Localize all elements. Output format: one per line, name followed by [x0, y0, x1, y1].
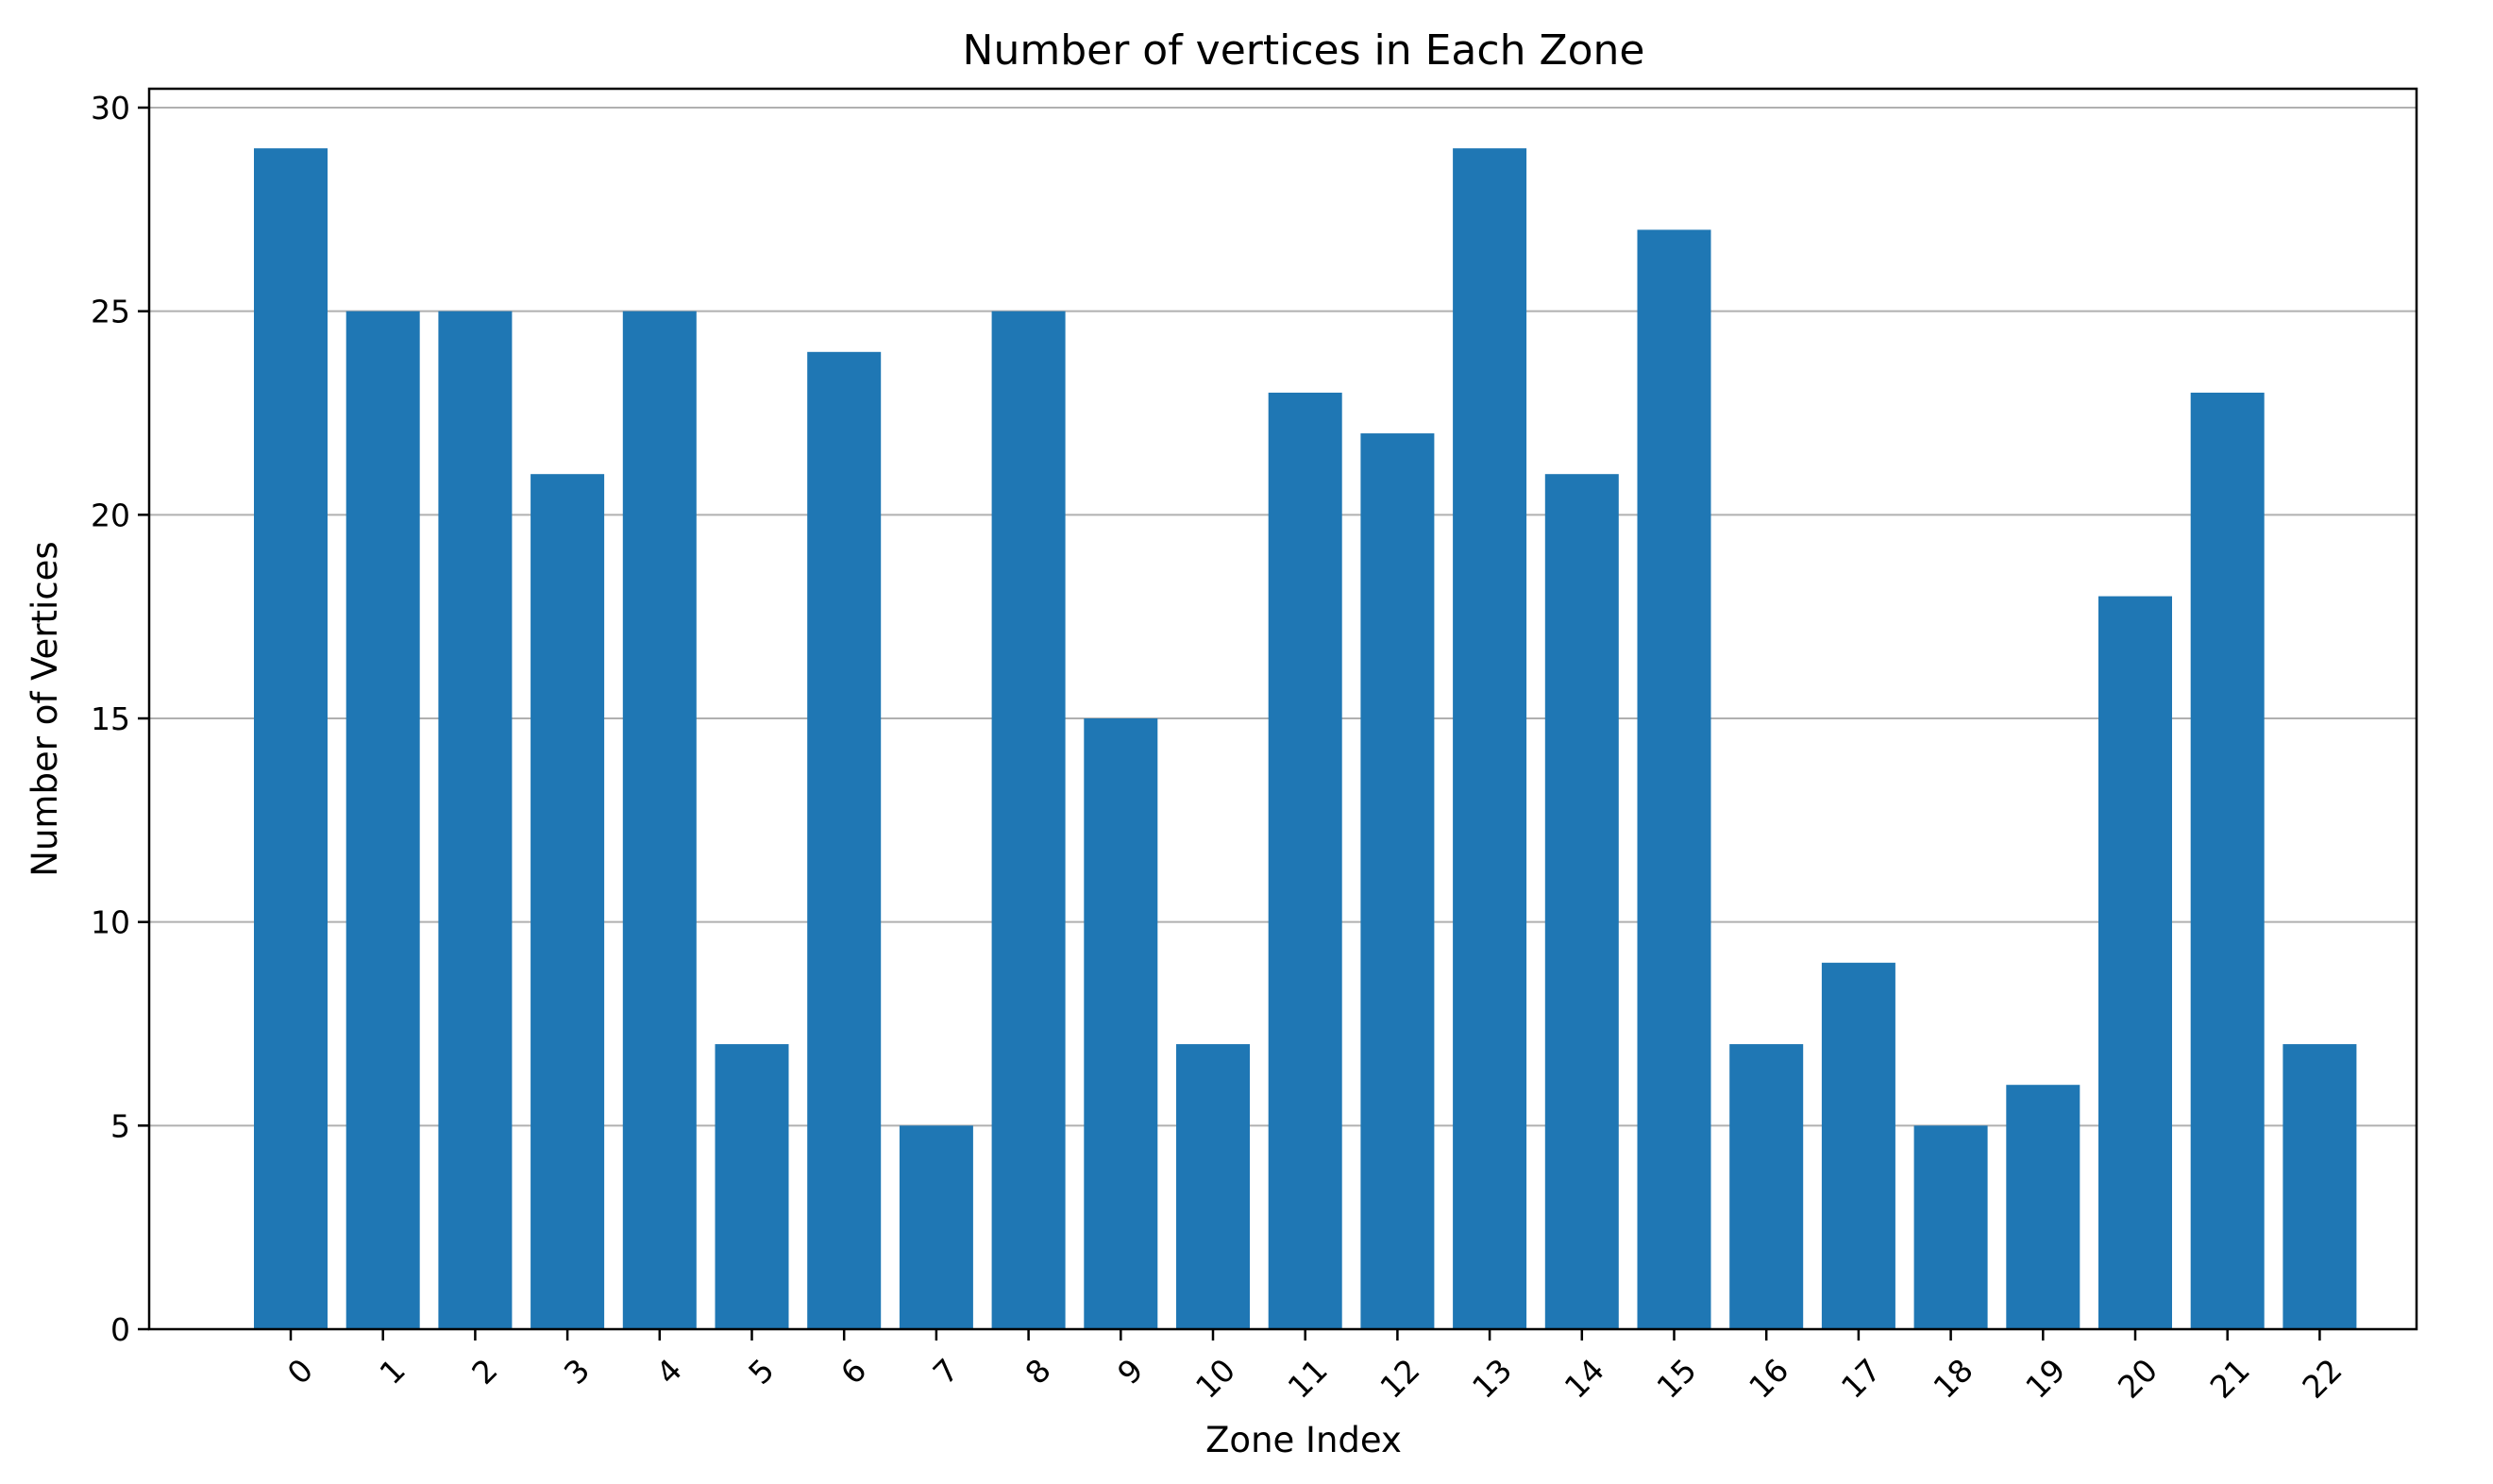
- bar-zone-13: [1453, 148, 1527, 1330]
- y-tick-label: 20: [91, 497, 130, 533]
- bar-zone-2: [438, 311, 513, 1330]
- bar-zone-8: [991, 311, 1066, 1330]
- bar-zone-15: [1637, 229, 1711, 1329]
- bar-zone-5: [715, 1044, 789, 1329]
- bar-zone-22: [2282, 1044, 2357, 1329]
- bar-zone-16: [1729, 1044, 1804, 1329]
- y-tick-label: 25: [91, 294, 130, 330]
- bar-zone-10: [1176, 1044, 1250, 1329]
- bar-zone-9: [1084, 718, 1158, 1329]
- x-axis-label: Zone Index: [1205, 1420, 1402, 1460]
- y-tick-label: 5: [110, 1107, 130, 1144]
- bar-zone-0: [254, 148, 328, 1330]
- bar-zone-20: [2098, 596, 2172, 1329]
- y-tick-label: 30: [91, 90, 130, 126]
- bar-zone-6: [807, 351, 882, 1329]
- bar-zone-19: [2006, 1085, 2080, 1329]
- bar-zone-17: [1821, 962, 1895, 1329]
- bar-zone-12: [1360, 433, 1435, 1330]
- bar-zone-7: [899, 1125, 973, 1329]
- y-tick-label: 15: [91, 700, 130, 737]
- bar-zone-3: [531, 474, 605, 1329]
- y-tick-label: 10: [91, 904, 130, 941]
- bar-zone-4: [622, 311, 697, 1330]
- bar-zone-14: [1544, 474, 1619, 1329]
- bar-zone-11: [1268, 392, 1342, 1329]
- chart-title: Number of vertices in Each Zone: [963, 26, 1645, 75]
- bar-zone-21: [2190, 392, 2265, 1329]
- y-tick-label: 0: [110, 1311, 130, 1348]
- bar-zone-18: [1913, 1125, 1988, 1329]
- bars: [254, 148, 2357, 1330]
- bar-zone-1: [345, 311, 420, 1330]
- plot-frame: [147, 87, 2418, 1331]
- y-axis: 0 5 10 15 20 25 30: [91, 90, 149, 1348]
- y-axis-label: Number of Vertices: [25, 541, 65, 876]
